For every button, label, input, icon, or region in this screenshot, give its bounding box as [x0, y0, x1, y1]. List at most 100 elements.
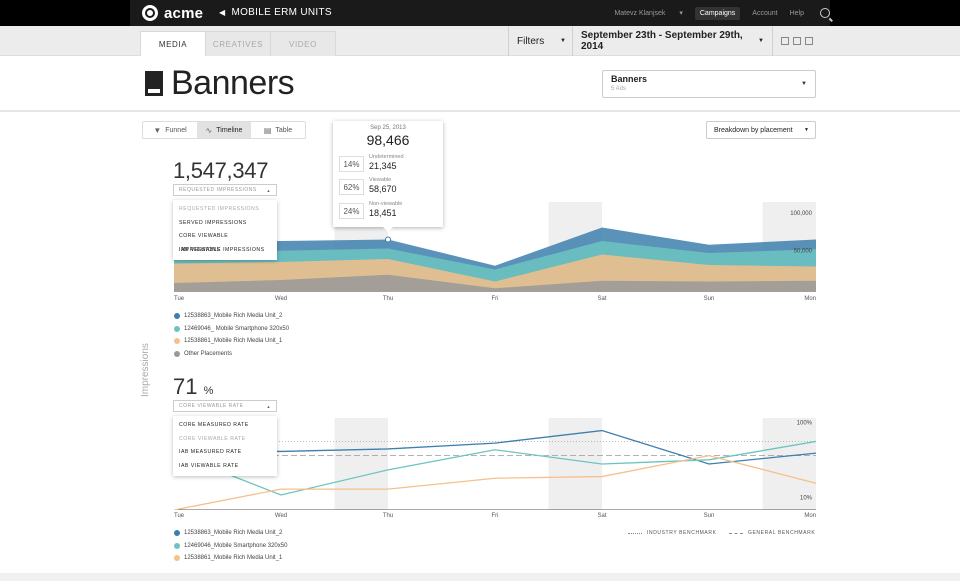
- filters-button[interactable]: Filters ▼: [509, 26, 573, 56]
- tooltip-row: 14% Undetermined 21,345: [339, 154, 439, 172]
- date-range-picker[interactable]: September 23th - September 29th, 2014 ▼: [573, 26, 773, 56]
- dropdown-option-iab-measured[interactable]: IAB MEASURED RATE: [179, 449, 242, 455]
- rate-metric-select[interactable]: CORE VIEWABLE RATE ▲: [173, 400, 277, 412]
- tooltip-pct: 14%: [339, 156, 364, 172]
- search-icon[interactable]: [820, 8, 830, 18]
- tooltip-label: Non-viewable: [369, 201, 403, 207]
- filter-bar: Filters ▼ September 23th - September 29t…: [508, 26, 830, 56]
- x-tick-label: Tue: [174, 296, 185, 302]
- area-series[interactable]: [174, 274, 816, 292]
- logo-text: acme: [164, 4, 204, 22]
- x-tick-label: Mon: [804, 513, 816, 519]
- user-menu[interactable]: Matevz Klanjsek ▾: [602, 9, 682, 17]
- line-series[interactable]: [174, 429, 816, 465]
- y-tick-label: 100%: [797, 420, 813, 426]
- impressions-metric-label: REQUESTED IMPRESSIONS: [179, 187, 257, 193]
- dropdown-option-core-viewable-rate[interactable]: CORE VIEWABLE RATE: [179, 435, 246, 442]
- side-axis-label: Impressions: [140, 343, 151, 397]
- x-tick-label: Tue: [174, 513, 185, 519]
- acme-logo[interactable]: acme: [142, 4, 203, 22]
- breakdown-select[interactable]: Breakdown by placement ▼: [706, 121, 816, 139]
- legend-label: 12538863_Mobile Rich Media Unit_2: [184, 530, 283, 537]
- nav-account[interactable]: Account: [752, 9, 778, 17]
- dropdown-option-iab-viewable-rate[interactable]: IAB VIEWABLE RATE: [179, 462, 239, 469]
- rate-metric-caret-icon: ▲: [266, 403, 271, 409]
- impressions-metric-caret-icon: ▲: [266, 187, 271, 193]
- dropdown-option-iab-viewable[interactable]: IAB VIEWABLE IMPRESSIONS: [179, 246, 265, 253]
- rate-line-chart: 100% 10%: [174, 418, 816, 510]
- breadcrumb[interactable]: ◀ MOBILE ERM UNITS: [219, 7, 332, 18]
- view-timeline[interactable]: ∿ Timeline: [197, 122, 251, 138]
- x-tick-label: Thu: [382, 296, 394, 302]
- timeline-icon: ∿: [205, 125, 213, 135]
- legend-item[interactable]: 12469046_ Mobile Smartphone 320x50: [174, 323, 289, 336]
- hover-point[interactable]: [385, 236, 391, 243]
- x-tick-label: Wed: [274, 296, 288, 302]
- legend-dot-icon: [174, 313, 180, 320]
- tab-media[interactable]: MEDIA: [140, 31, 206, 56]
- legend-dot-icon: [174, 555, 180, 562]
- legend-item[interactable]: 12538863_Mobile Rich Media Unit_2: [174, 527, 287, 540]
- dropdown-option-served[interactable]: SERVED IMPRESSIONS: [179, 219, 247, 226]
- page-footer: [0, 573, 960, 581]
- general-benchmark-legend: GENERAL BENCHMARK: [729, 530, 815, 536]
- dotted-line-icon: [628, 532, 642, 534]
- table-icon: ▤: [263, 125, 272, 135]
- legend-item[interactable]: 12538863_Mobile Rich Media Unit_2: [174, 310, 289, 323]
- data-tooltip: Sep 25, 2013 98,466 14% Undetermined 21,…: [333, 121, 443, 232]
- impressions-metric-dropdown: REQUESTED IMPRESSIONS SERVED IMPRESSIONS…: [173, 200, 277, 260]
- tooltip-pct: 24%: [339, 203, 364, 219]
- legend-item[interactable]: Other Placements: [174, 348, 289, 361]
- legend-item[interactable]: 12538861_Mobile Rich Media Unit_1: [174, 552, 287, 565]
- y-tick-label: 50,000: [794, 249, 813, 255]
- breadcrumb-label: MOBILE ERM UNITS: [231, 7, 332, 18]
- shaded-band: [334, 418, 388, 510]
- y-tick-label: 10%: [800, 496, 813, 502]
- tooltip-label: Undetermined: [369, 154, 404, 160]
- view-table[interactable]: ▤ Table: [251, 122, 305, 138]
- view-timeline-label: Timeline: [216, 126, 243, 134]
- legend-dot-icon: [174, 350, 180, 357]
- dropdown-option-core-measured[interactable]: CORE MEASURED RATE: [179, 422, 249, 428]
- page-header: Banners Banners 5 Ads ▼: [0, 56, 960, 112]
- line-series[interactable]: [174, 440, 816, 496]
- ad-group-select[interactable]: Banners 5 Ads ▼: [602, 70, 816, 98]
- dropdown-option-requested[interactable]: REQUESTED IMPRESSIONS: [179, 206, 260, 212]
- impressions-metric-select[interactable]: REQUESTED IMPRESSIONS ▲: [173, 184, 277, 196]
- legend-label: 12538861_Mobile Rich Media Unit_1: [184, 555, 283, 562]
- tooltip-total: 98,466: [366, 132, 410, 148]
- export-icons: [781, 37, 813, 45]
- mail-icon[interactable]: [793, 37, 801, 45]
- legend-item[interactable]: 12469046_Mobile Smartphone 320x50: [174, 540, 287, 553]
- legend-item[interactable]: 12538861_Mobile Rich Media Unit_1: [174, 335, 289, 348]
- rate-value: 71: [173, 374, 198, 399]
- x-tick-label: Fri: [491, 513, 499, 519]
- legend-label: Other Placements: [184, 350, 233, 357]
- banner-icon: [145, 71, 163, 96]
- industry-benchmark-legend: INDUSTRY BENCHMARK: [628, 530, 717, 536]
- legend-label: 12538861_Mobile Rich Media Unit_1: [184, 338, 283, 345]
- industry-benchmark-label: INDUSTRY BENCHMARK: [647, 530, 717, 536]
- x-tick-label: Sun: [703, 513, 715, 519]
- calendar-icon[interactable]: [805, 37, 813, 45]
- date-range-label: September 23th - September 29th, 2014: [581, 30, 743, 52]
- view-funnel[interactable]: ▼ Funnel: [143, 122, 197, 138]
- tooltip-value: 21,345: [369, 161, 397, 171]
- dropdown-option-core-viewable[interactable]: CORE VIEWABLE IMPRESSIONS: [179, 233, 229, 253]
- print-icon[interactable]: [781, 37, 789, 45]
- filters-label: Filters: [517, 35, 545, 47]
- shaded-band: [762, 418, 816, 510]
- nav-help[interactable]: Help: [789, 9, 804, 17]
- tooltip-date: Sep 25, 2013: [370, 125, 406, 131]
- nav-campaigns[interactable]: Campaigns: [694, 6, 741, 20]
- impressions-x-axis: Tue Wed Thu Fri Sat Sun Mon: [174, 296, 816, 306]
- rate-x-axis: Tue Wed Thu Fri Sat Sun Mon: [174, 513, 816, 523]
- tab-video[interactable]: VIDEO: [270, 31, 336, 56]
- tooltip-value: 58,670: [369, 184, 397, 194]
- rate-metric-label: CORE VIEWABLE RATE: [179, 403, 244, 409]
- acme-logo-icon: [142, 5, 158, 21]
- view-table-label: Table: [275, 126, 293, 134]
- line-series[interactable]: [174, 454, 816, 510]
- tab-creatives[interactable]: CREATIVES: [205, 31, 271, 56]
- rate-total: 71 %: [173, 374, 213, 400]
